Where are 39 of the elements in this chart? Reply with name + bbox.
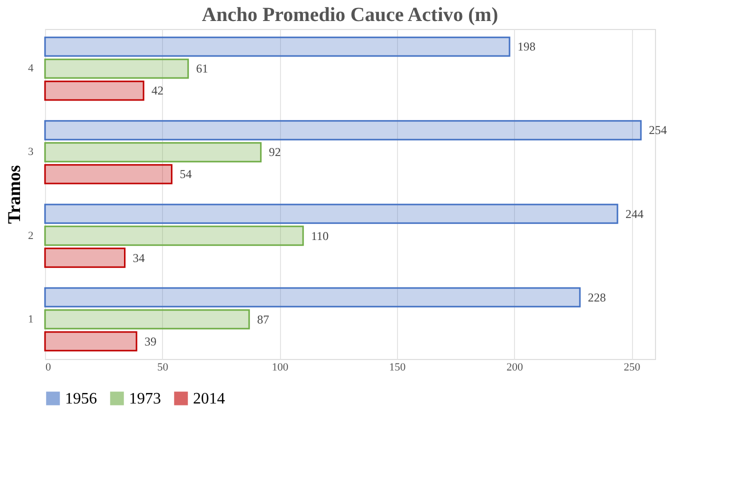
data-label: 228 — [588, 290, 606, 304]
data-label: 42 — [152, 84, 164, 98]
x-tick-label: 0 — [46, 362, 52, 374]
bar — [44, 309, 250, 330]
bar — [44, 226, 304, 246]
legend-label: 1973 — [129, 390, 161, 408]
x-tick-label: 250 — [624, 362, 641, 374]
bar — [44, 287, 581, 308]
bar — [44, 80, 144, 101]
bar — [44, 331, 138, 352]
bar — [44, 248, 126, 268]
y-tick-label: 1 — [28, 313, 34, 326]
x-tick-label: 50 — [157, 362, 169, 374]
data-label: 92 — [268, 145, 281, 160]
bar — [44, 142, 262, 162]
y-tick-label: 4 — [28, 62, 34, 75]
data-label: 244 — [625, 206, 644, 221]
legend-label: 1956 — [65, 390, 97, 408]
bar — [44, 58, 189, 79]
data-label: 34 — [132, 250, 145, 265]
bar — [44, 120, 642, 140]
legend-label: 2014 — [193, 390, 225, 408]
y-tick-label: 2 — [28, 230, 34, 242]
bar — [44, 204, 618, 224]
bar — [44, 164, 172, 184]
x-tick-label: 150 — [389, 362, 406, 374]
data-label: 198 — [518, 40, 536, 54]
data-label: 54 — [180, 167, 192, 182]
data-label: 61 — [196, 62, 208, 76]
x-tick-label: 200 — [506, 362, 524, 374]
bar — [44, 36, 510, 57]
x-tick-label: 100 — [272, 362, 289, 374]
y-axis-title: Tramos — [4, 165, 24, 224]
data-label: 254 — [648, 123, 667, 138]
data-label: 110 — [311, 228, 329, 243]
data-label: 87 — [257, 312, 270, 326]
chart-title: Ancho Promedio Cauce Activo (m) — [202, 4, 498, 26]
y-tick-label: 3 — [28, 146, 34, 158]
data-label: 39 — [144, 334, 156, 348]
